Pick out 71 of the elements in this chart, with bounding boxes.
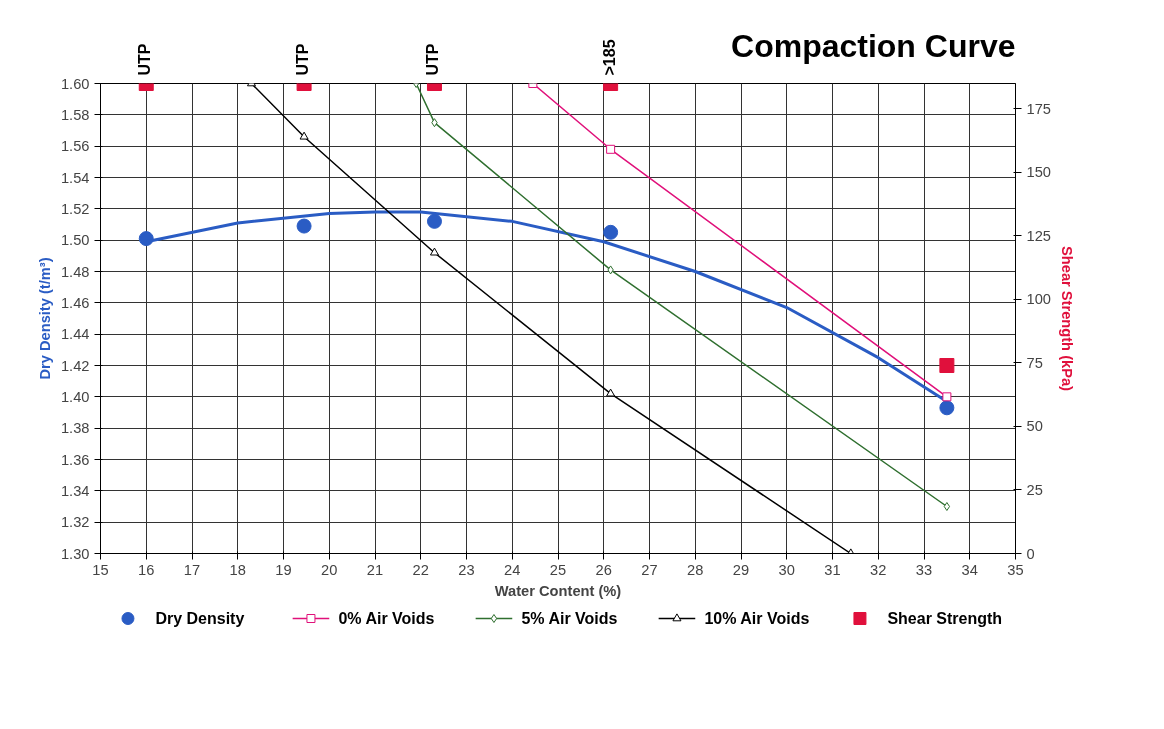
x-tick-label: 31 (824, 561, 841, 578)
point (431, 118, 438, 128)
point (603, 224, 619, 240)
y-tick-label: 1.50 (60, 232, 90, 249)
x-tick-label: 18 (229, 561, 246, 578)
point (429, 247, 439, 256)
y-tick-label: 1.48 (60, 263, 90, 280)
x-tick-label: 32 (870, 561, 887, 578)
y2-axis-title: Shear Strength (kPa) (1058, 246, 1075, 392)
point (943, 502, 951, 511)
y-tick-label: 1.36 (60, 451, 90, 468)
legend-label: Dry Density (155, 610, 245, 627)
x-tick-label: 34 (961, 561, 978, 578)
legend-label: 10% Air Voids (704, 610, 810, 627)
point (942, 392, 952, 402)
x-tick-label: 19 (275, 561, 292, 578)
y-tick-label: 1.32 (60, 514, 90, 531)
x-tick-label: 28 (687, 561, 704, 578)
point (426, 213, 442, 229)
y-tick-label: 1.56 (60, 138, 90, 155)
point (607, 265, 614, 275)
data-label: UTP (424, 43, 442, 76)
data-label: UTP (294, 43, 312, 76)
y2-tick-label: 25 (1026, 481, 1043, 498)
y-tick-label: 1.38 (60, 420, 90, 437)
legend-label: 5% Air Voids (521, 610, 618, 627)
y2-tick-label: 75 (1026, 354, 1043, 371)
y-tick-label: 1.54 (60, 169, 90, 186)
x-axis-title: Water Content (%) (494, 582, 622, 599)
y-tick-label: 1.34 (60, 482, 90, 499)
x-tick-label: 20 (321, 561, 338, 578)
x-tick-label: 24 (504, 561, 521, 578)
point (939, 400, 955, 416)
chart-title: Compaction Curve (731, 28, 1016, 65)
x-tick-label: 27 (641, 561, 658, 578)
point (138, 231, 154, 247)
y-tick-label: 1.58 (60, 106, 90, 123)
x-tick-label: 22 (412, 561, 429, 578)
x-tick-label: 25 (549, 561, 567, 578)
y-tick-label: 1.40 (60, 388, 90, 405)
data-label: UTP (136, 43, 154, 76)
x-tick-label: 35 (1007, 561, 1024, 578)
y-tick-label: 1.30 (60, 545, 90, 562)
y-tick-label: 1.44 (60, 326, 90, 343)
y2-tick-label: 125 (1026, 227, 1051, 244)
data-label: >185 (600, 39, 618, 76)
point (296, 218, 312, 234)
x-tick-label: 30 (778, 561, 795, 578)
y2-tick-label: 50 (1026, 418, 1043, 435)
y2-tick-label: 0 (1026, 545, 1035, 562)
legend-label: Shear Strength (887, 610, 1003, 627)
y-tick-label: 1.60 (60, 75, 90, 92)
point (299, 131, 309, 140)
x-tick-label: 33 (915, 561, 933, 578)
x-tick-label: 26 (595, 561, 612, 578)
y2-tick-label: 100 (1026, 291, 1051, 308)
y2-tick-label: 150 (1026, 164, 1051, 181)
y-tick-label: 1.42 (60, 357, 90, 374)
x-tick-label: 15 (92, 561, 109, 578)
x-tick-label: 23 (458, 561, 475, 578)
y-tick-label: 1.52 (60, 200, 90, 217)
x-tick-label: 16 (138, 561, 155, 578)
legend-label: 0% Air Voids (338, 610, 435, 627)
point (606, 144, 616, 154)
x-tick-label: 21 (366, 561, 384, 578)
y-axis-title: Dry Density (t/m³) (36, 257, 53, 380)
point (606, 388, 616, 397)
x-tick-label: 17 (183, 561, 201, 578)
y-tick-label: 1.46 (60, 294, 90, 311)
y2-tick-label: 175 (1026, 100, 1051, 117)
x-tick-label: 29 (732, 561, 750, 578)
